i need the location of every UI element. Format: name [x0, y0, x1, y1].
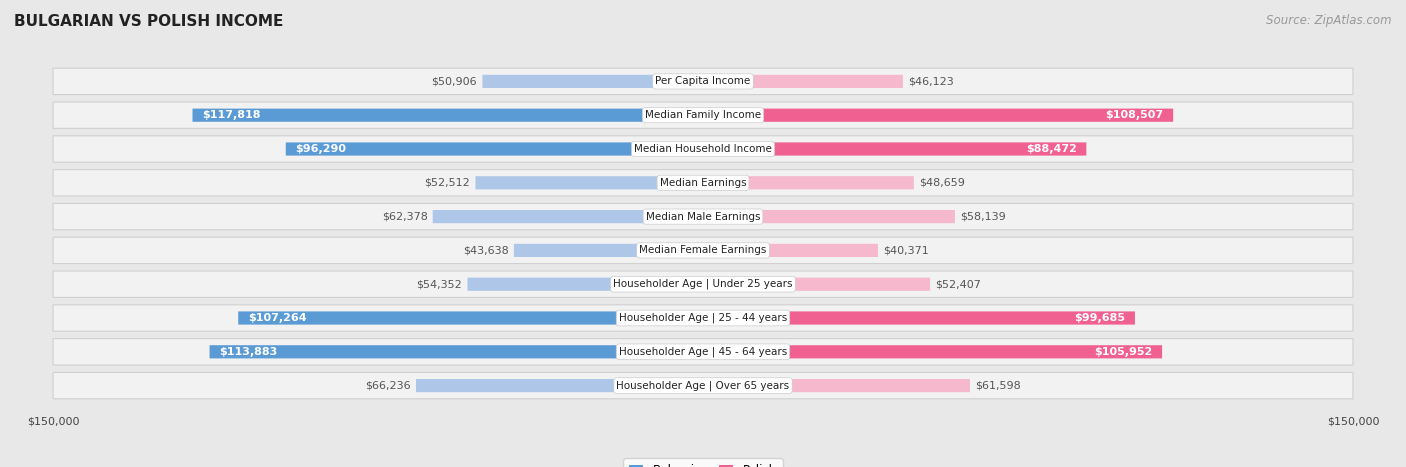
Text: Householder Age | 25 - 44 years: Householder Age | 25 - 44 years — [619, 313, 787, 323]
Text: $61,598: $61,598 — [976, 381, 1021, 390]
Text: $58,139: $58,139 — [960, 212, 1005, 222]
Text: Source: ZipAtlas.com: Source: ZipAtlas.com — [1267, 14, 1392, 27]
FancyBboxPatch shape — [482, 75, 703, 88]
FancyBboxPatch shape — [193, 109, 703, 122]
FancyBboxPatch shape — [703, 379, 970, 392]
Text: Median Earnings: Median Earnings — [659, 178, 747, 188]
Text: $50,906: $50,906 — [432, 77, 477, 86]
Text: $54,352: $54,352 — [416, 279, 463, 289]
Text: $46,123: $46,123 — [908, 77, 953, 86]
Text: BULGARIAN VS POLISH INCOME: BULGARIAN VS POLISH INCOME — [14, 14, 284, 29]
Legend: Bulgarian, Polish: Bulgarian, Polish — [623, 458, 783, 467]
Text: $117,818: $117,818 — [202, 110, 260, 120]
FancyBboxPatch shape — [468, 277, 703, 291]
FancyBboxPatch shape — [703, 75, 903, 88]
Text: Median Household Income: Median Household Income — [634, 144, 772, 154]
FancyBboxPatch shape — [703, 210, 955, 223]
Text: $52,407: $52,407 — [935, 279, 981, 289]
Text: Median Family Income: Median Family Income — [645, 110, 761, 120]
Text: Householder Age | Over 65 years: Householder Age | Over 65 years — [616, 380, 790, 391]
FancyBboxPatch shape — [53, 136, 1353, 162]
Text: $105,952: $105,952 — [1094, 347, 1153, 357]
Text: Per Capita Income: Per Capita Income — [655, 77, 751, 86]
FancyBboxPatch shape — [703, 142, 1087, 156]
FancyBboxPatch shape — [209, 345, 703, 358]
FancyBboxPatch shape — [703, 109, 1173, 122]
Text: $66,236: $66,236 — [366, 381, 411, 390]
FancyBboxPatch shape — [53, 271, 1353, 297]
FancyBboxPatch shape — [53, 339, 1353, 365]
FancyBboxPatch shape — [703, 311, 1135, 325]
FancyBboxPatch shape — [703, 345, 1163, 358]
FancyBboxPatch shape — [285, 142, 703, 156]
FancyBboxPatch shape — [53, 372, 1353, 399]
FancyBboxPatch shape — [515, 244, 703, 257]
Text: $108,507: $108,507 — [1105, 110, 1163, 120]
FancyBboxPatch shape — [53, 102, 1353, 128]
FancyBboxPatch shape — [703, 277, 931, 291]
Text: Median Male Earnings: Median Male Earnings — [645, 212, 761, 222]
Text: $52,512: $52,512 — [425, 178, 470, 188]
FancyBboxPatch shape — [703, 244, 877, 257]
Text: Householder Age | Under 25 years: Householder Age | Under 25 years — [613, 279, 793, 290]
FancyBboxPatch shape — [53, 170, 1353, 196]
Text: Median Female Earnings: Median Female Earnings — [640, 245, 766, 255]
FancyBboxPatch shape — [238, 311, 703, 325]
Text: $96,290: $96,290 — [295, 144, 346, 154]
FancyBboxPatch shape — [475, 176, 703, 190]
FancyBboxPatch shape — [703, 176, 914, 190]
Text: $113,883: $113,883 — [219, 347, 277, 357]
FancyBboxPatch shape — [433, 210, 703, 223]
Text: $62,378: $62,378 — [381, 212, 427, 222]
Text: $40,371: $40,371 — [883, 245, 929, 255]
Text: $88,472: $88,472 — [1026, 144, 1077, 154]
FancyBboxPatch shape — [416, 379, 703, 392]
Text: $99,685: $99,685 — [1074, 313, 1125, 323]
FancyBboxPatch shape — [53, 68, 1353, 95]
Text: $43,638: $43,638 — [463, 245, 509, 255]
Text: $48,659: $48,659 — [920, 178, 965, 188]
Text: Householder Age | 45 - 64 years: Householder Age | 45 - 64 years — [619, 347, 787, 357]
Text: $107,264: $107,264 — [247, 313, 307, 323]
FancyBboxPatch shape — [53, 237, 1353, 263]
FancyBboxPatch shape — [53, 305, 1353, 331]
FancyBboxPatch shape — [53, 204, 1353, 230]
